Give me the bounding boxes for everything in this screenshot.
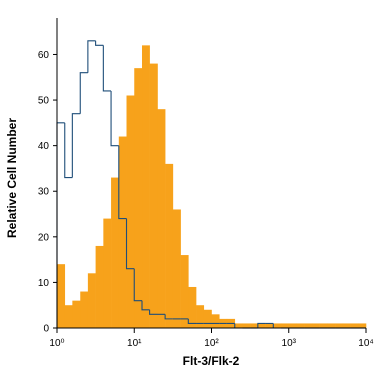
histogram-bar [72,300,81,328]
y-tick-label: 10 [38,278,50,289]
histogram-bar [342,323,351,328]
histogram-bar [234,323,243,328]
histogram-bar [296,323,305,328]
y-axis-label: Relative Cell Number [5,118,19,238]
histogram-bar [142,45,150,329]
x-tick-label: 10³ [282,338,297,349]
histogram-bar [319,323,328,328]
outline-step [79,72,88,114]
x-axis-label: Flt-3/Flk-2 [183,354,240,368]
y-tick-label: 20 [38,232,50,243]
histogram-bar [335,323,344,328]
histogram-bar [180,255,189,328]
histogram-bar [172,209,181,328]
histogram-bar [358,323,367,328]
histogram-bar [265,323,274,328]
x-tick-label: 10⁰ [49,338,64,349]
histogram-bar [312,323,320,328]
histogram-bar [304,323,313,328]
histogram-bar [64,305,73,328]
x-tick-label: 10⁴ [358,338,373,349]
y-tick-label: 50 [38,96,50,107]
x-tick-label: 10¹ [127,338,142,349]
histogram-bar [165,163,174,328]
histogram-bar [288,323,297,328]
outline-step [110,90,119,147]
histogram-bar [257,323,266,328]
histogram-bar [350,323,359,328]
outline-step [95,40,104,46]
histogram-bar [211,314,220,328]
histogram-bar [157,109,166,328]
histogram-bar [134,68,143,328]
outline-step [125,218,135,270]
outline-step [64,122,73,179]
histogram-bar [242,323,251,328]
x-tick-label: 10² [204,338,219,349]
histogram-bar [327,323,336,328]
y-tick-label: 60 [38,50,50,61]
histogram-bar [111,177,120,328]
histogram-bar [250,323,259,328]
outline-step [71,113,81,178]
histogram-bar [281,323,290,328]
outline-step [149,309,158,315]
outline-step [187,318,197,324]
y-tick-label: 0 [43,324,49,335]
histogram-bar [149,63,158,329]
y-tick-label: 40 [38,141,50,152]
histogram-bar [188,286,197,328]
outline-step [164,314,173,320]
outline-step [141,300,150,311]
histogram-bar [273,323,282,328]
histogram-bar [118,136,127,328]
outline-step [87,40,96,73]
y-tick-label: 30 [38,187,50,198]
histogram-bar [95,245,104,328]
histogram-bar [80,291,89,328]
histogram-bar [103,218,112,328]
histogram-bar [196,305,205,328]
outline-step [133,268,143,302]
histogram-bar [126,95,135,328]
histogram-bar [57,264,66,328]
histogram-bar [87,273,96,328]
histogram-bar [203,309,212,328]
outline-step [257,322,266,328]
outline-step [118,145,127,220]
outline-step [102,45,112,92]
